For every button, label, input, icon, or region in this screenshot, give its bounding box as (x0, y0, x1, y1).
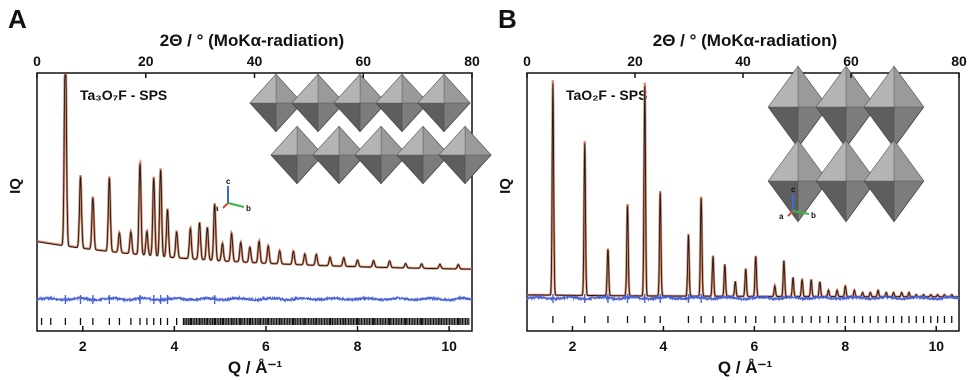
top-tick-label: 80 (464, 53, 480, 69)
structure-inset (767, 65, 925, 223)
axis-b-label: b (811, 211, 816, 220)
octahedron (291, 73, 345, 133)
octahedron (863, 139, 925, 223)
octahedron (396, 125, 450, 185)
bottom-axis-title: Q / Å⁻¹ (718, 358, 773, 377)
crystal-axes: c b a (214, 177, 251, 213)
axis-b-label: b (246, 204, 251, 213)
bottom-axis-title: Q / Å⁻¹ (228, 358, 283, 377)
octahedron (417, 73, 471, 133)
bottom-tick-label: 8 (354, 338, 362, 354)
top-tick-label: 80 (951, 53, 967, 69)
top-tick-label: 0 (33, 53, 41, 69)
octahedron (354, 125, 408, 185)
panel-letter: A (8, 4, 27, 34)
calculated-profile-line (37, 74, 472, 270)
bottom-tick-label: 6 (750, 338, 758, 354)
bottom-tick-label: 2 (569, 338, 577, 354)
octahedron (270, 125, 324, 185)
octahedron (767, 65, 829, 149)
top-axis-title: 2Θ / ° (MoKα-radiation) (160, 31, 344, 50)
sample-label: Ta₃O₇F - SPS (80, 87, 167, 103)
difference-curve (526, 293, 960, 303)
bottom-tick-label: 4 (170, 338, 178, 354)
sample-label: TaO₂F - SPS (566, 87, 647, 103)
octahedron (815, 139, 877, 223)
top-tick-label: 60 (843, 53, 859, 69)
bottom-tick-label: 10 (928, 338, 944, 354)
bottom-tick-label: 4 (660, 338, 668, 354)
structure-inset (249, 73, 492, 185)
top-tick-label: 20 (627, 53, 643, 69)
bottom-tick-label: 6 (262, 338, 270, 354)
octahedron (815, 65, 877, 149)
octahedron (312, 125, 366, 185)
axis-c-label: c (226, 177, 231, 186)
difference-curve (36, 294, 473, 304)
octahedron (863, 65, 925, 149)
octahedron (249, 73, 303, 133)
axis-a-label: a (779, 212, 784, 221)
panel-letter: B (498, 4, 517, 34)
panel-a: A 2Θ / ° (MoKα-radiation) Q / Å⁻¹ IQ Ta₃… (7, 4, 492, 377)
octahedron (333, 73, 387, 133)
top-tick-label: 0 (523, 53, 531, 69)
y-axis-label: IQ (497, 178, 514, 194)
axis-c-label: c (791, 185, 796, 194)
top-tick-label: 40 (247, 53, 263, 69)
top-tick-label: 20 (138, 53, 154, 69)
bottom-tick-label: 2 (79, 338, 87, 354)
octahedron (375, 73, 429, 133)
bottom-tick-label: 8 (841, 338, 849, 354)
top-axis-title: 2Θ / ° (MoKα-radiation) (653, 31, 837, 50)
crystal-axes: c b a (779, 185, 816, 221)
top-tick-label: 40 (735, 53, 751, 69)
axis-a-label: a (214, 204, 219, 213)
bottom-tick-label: 10 (441, 338, 457, 354)
octahedron (438, 125, 492, 185)
top-tick-label: 60 (355, 53, 371, 69)
octahedron (767, 139, 829, 223)
y-axis-label: IQ (7, 178, 24, 194)
panel-b: B 2Θ / ° (MoKα-radiation) Q / Å⁻¹ IQ TaO… (497, 4, 967, 377)
